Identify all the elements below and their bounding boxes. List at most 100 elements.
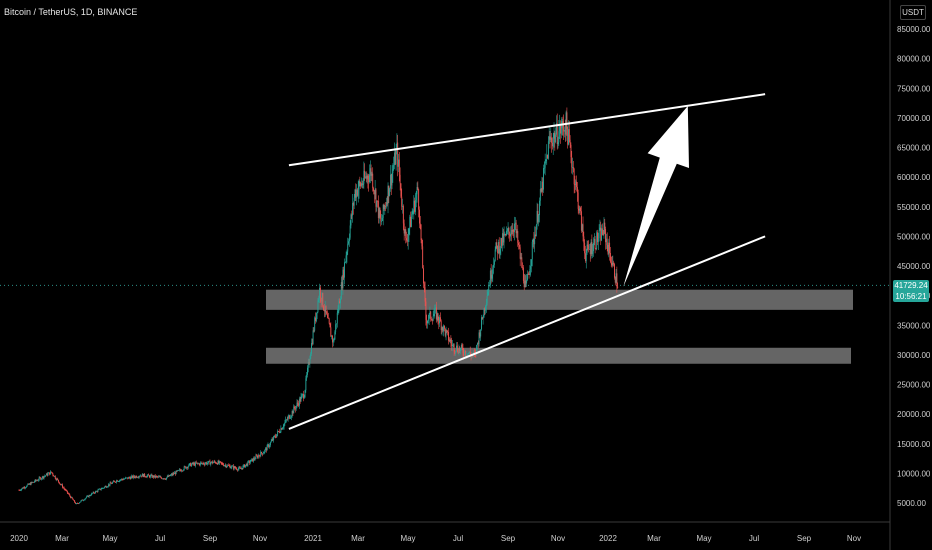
candle-body <box>454 351 456 353</box>
candle-body <box>138 476 140 478</box>
candle-body <box>286 419 287 421</box>
candle-body <box>28 483 30 485</box>
candle-body <box>69 494 71 497</box>
candle-body <box>399 174 401 184</box>
candle-body <box>125 477 127 479</box>
candle-body <box>24 487 26 489</box>
candle-body <box>89 495 91 496</box>
candle-body <box>141 474 143 477</box>
candle-body <box>251 458 253 460</box>
candle-body <box>523 280 525 288</box>
candle-body <box>211 461 213 463</box>
candle-body <box>584 242 586 254</box>
up-arrow-drawing[interactable] <box>623 106 689 287</box>
candle-body <box>203 463 204 465</box>
candle-body <box>461 344 463 349</box>
candle-body <box>64 488 66 490</box>
candle-body <box>70 496 72 498</box>
current-price-label: 41729.24 10:56:21 <box>893 280 929 302</box>
candle-body <box>145 476 147 478</box>
currency-badge[interactable]: USDT <box>900 5 926 20</box>
candle-body <box>590 241 592 255</box>
candle-body <box>394 152 396 165</box>
candle-body <box>373 188 374 192</box>
candle-body <box>498 241 500 254</box>
candle-body <box>345 255 347 263</box>
candle-body <box>216 463 218 465</box>
candle-body <box>120 479 121 481</box>
candle-body <box>381 221 383 222</box>
candle-body <box>115 482 117 483</box>
candle-body <box>593 238 595 244</box>
candle-body <box>170 474 172 476</box>
candle-body <box>215 463 217 464</box>
x-tick-label: Sep <box>797 534 812 543</box>
candle-body <box>307 367 308 375</box>
candle-body <box>597 232 598 243</box>
candle-body <box>604 222 606 229</box>
candle-body <box>207 461 209 463</box>
candle-body <box>183 466 185 470</box>
candle-body <box>284 422 286 424</box>
candle-body <box>210 462 212 465</box>
candle-body <box>234 466 236 468</box>
candle-body <box>530 266 532 270</box>
candle-body <box>212 462 214 464</box>
candle-body <box>316 311 318 313</box>
candle-body <box>383 204 385 210</box>
x-tick-label: Nov <box>551 534 565 543</box>
candle-body <box>512 229 514 232</box>
candle-body <box>249 461 251 464</box>
candle-body <box>236 468 238 470</box>
candle-body <box>293 406 295 414</box>
candle-body <box>21 487 23 489</box>
candle-body <box>103 487 105 489</box>
candle-body <box>557 142 559 144</box>
candle-body <box>506 230 507 236</box>
support-zone[interactable] <box>266 289 853 310</box>
candle-body <box>185 466 187 469</box>
candle-body <box>564 130 565 132</box>
candle-body <box>240 468 242 469</box>
candle-body <box>323 309 325 312</box>
candle-body <box>273 436 275 441</box>
candle-body <box>484 308 486 311</box>
candle-body <box>355 189 357 198</box>
candle-body <box>98 489 100 490</box>
candle-body <box>213 461 215 463</box>
candle-body <box>18 489 20 491</box>
candle-body <box>411 213 413 217</box>
candle-body <box>318 298 320 301</box>
candle-body <box>292 410 294 414</box>
candle-body <box>410 216 412 227</box>
candle-body <box>368 179 370 182</box>
candle-body <box>615 273 617 283</box>
candle-body <box>327 317 329 319</box>
candle-body <box>493 264 495 268</box>
candle-body <box>105 486 107 488</box>
candle-body <box>357 189 359 196</box>
support-zone[interactable] <box>266 347 851 364</box>
lower-trendline[interactable] <box>288 235 766 430</box>
candle-body <box>244 464 246 468</box>
candle-body <box>369 168 371 175</box>
candle-body <box>67 492 69 494</box>
candle-body <box>586 244 588 253</box>
candle-body <box>431 319 433 321</box>
candle-body <box>544 161 546 168</box>
candle-body <box>120 478 122 480</box>
countdown-value: 10:56:21 <box>895 292 927 301</box>
candle-body <box>160 476 162 478</box>
candle-body <box>344 262 345 278</box>
candle-body <box>279 432 281 434</box>
candle-body <box>219 461 221 463</box>
candle-body <box>179 469 181 471</box>
upper-trendline[interactable] <box>288 93 766 167</box>
candle-body <box>190 463 192 467</box>
candle-body <box>294 408 296 410</box>
candle-body <box>350 214 352 226</box>
candle-body <box>458 347 460 354</box>
candle-body <box>73 500 75 501</box>
candle-body <box>228 465 230 467</box>
